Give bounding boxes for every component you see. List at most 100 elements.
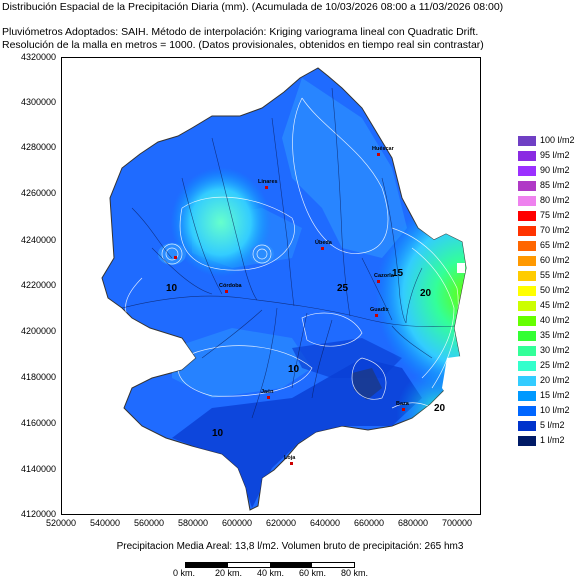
legend-label: 35 l/m2 bbox=[540, 330, 570, 340]
scale-bar bbox=[185, 562, 355, 568]
town-label: Loja bbox=[284, 455, 296, 461]
legend-item: 100 l/m2 bbox=[518, 135, 580, 146]
legend-swatch bbox=[518, 166, 536, 176]
x-tick-label: 660000 bbox=[353, 518, 385, 528]
y-tick-label: 4300000 bbox=[20, 97, 56, 107]
legend-swatch bbox=[518, 361, 536, 371]
precipitation-map: Huéscar Linares Úbeda Cazorla Córdoba Gu… bbox=[61, 57, 481, 515]
x-tick-label: 620000 bbox=[265, 518, 297, 528]
legend-swatch bbox=[518, 391, 536, 401]
legend-item: 50 l/m2 bbox=[518, 285, 580, 296]
legend-label: 95 l/m2 bbox=[540, 150, 570, 160]
legend-swatch bbox=[518, 346, 536, 356]
legend-swatch bbox=[518, 316, 536, 326]
y-tick-label: 4260000 bbox=[20, 188, 56, 198]
legend-item: 90 l/m2 bbox=[518, 165, 580, 176]
contour-label: 25 bbox=[337, 283, 349, 294]
legend-item: 55 l/m2 bbox=[518, 270, 580, 281]
legend-swatch bbox=[518, 436, 536, 446]
town-label: Linares bbox=[258, 179, 278, 185]
legend-label: 5 l/m2 bbox=[540, 420, 565, 430]
legend-swatch bbox=[518, 406, 536, 416]
contour-label: 10 bbox=[212, 428, 224, 439]
no-data-patches bbox=[442, 263, 466, 403]
y-tick-label: 4120000 bbox=[20, 509, 56, 519]
legend-item: 5 l/m2 bbox=[518, 420, 580, 431]
y-tick-label: 4160000 bbox=[20, 418, 56, 428]
legend-label: 40 l/m2 bbox=[540, 315, 570, 325]
legend-item: 70 l/m2 bbox=[518, 225, 580, 236]
x-tick-label: 580000 bbox=[177, 518, 209, 528]
legend-label: 90 l/m2 bbox=[540, 165, 570, 175]
x-tick-label: 520000 bbox=[45, 518, 77, 528]
legend-label: 80 l/m2 bbox=[540, 195, 570, 205]
legend-swatch bbox=[518, 181, 536, 191]
legend-swatch bbox=[518, 286, 536, 296]
legend-swatch bbox=[518, 226, 536, 236]
scale-label: 40 km. bbox=[257, 568, 285, 578]
x-tick-label: 640000 bbox=[309, 518, 341, 528]
y-tick-label: 4220000 bbox=[20, 280, 56, 290]
legend-item: 65 l/m2 bbox=[518, 240, 580, 251]
legend-label: 50 l/m2 bbox=[540, 285, 570, 295]
y-tick-label: 4240000 bbox=[20, 235, 56, 245]
town-markers bbox=[174, 153, 405, 465]
map-title: Distribución Espacial de la Precipitació… bbox=[2, 1, 504, 13]
town-label: Guadix bbox=[370, 307, 389, 313]
legend-swatch bbox=[518, 421, 536, 431]
x-tick-label: 600000 bbox=[221, 518, 253, 528]
legend-label: 45 l/m2 bbox=[540, 300, 570, 310]
contour-label: 10 bbox=[166, 283, 178, 294]
scale-label: 20 km. bbox=[215, 568, 243, 578]
y-tick-label: 4200000 bbox=[20, 326, 56, 336]
legend-label: 75 l/m2 bbox=[540, 210, 570, 220]
resolution-line: Resolución de la malla en metros = 1000.… bbox=[2, 39, 484, 51]
legend-label: 65 l/m2 bbox=[540, 240, 570, 250]
legend-label: 85 l/m2 bbox=[540, 180, 570, 190]
legend-swatch bbox=[518, 196, 536, 206]
areal-precipitation-summary: Precipitacion Media Areal: 13,8 l/m2. Vo… bbox=[116, 541, 464, 552]
contour-label: 20 bbox=[420, 288, 432, 299]
scale-label: 80 km. bbox=[341, 568, 369, 578]
legend-label: 100 l/m2 bbox=[540, 135, 575, 145]
y-tick-label: 4280000 bbox=[20, 142, 56, 152]
x-tick-label: 680000 bbox=[397, 518, 429, 528]
town-label: Córdoba bbox=[219, 283, 242, 289]
legend-item: 75 l/m2 bbox=[518, 210, 580, 221]
legend-item: 45 l/m2 bbox=[518, 300, 580, 311]
legend-label: 55 l/m2 bbox=[540, 270, 570, 280]
legend-item: 25 l/m2 bbox=[518, 360, 580, 371]
x-tick-label: 560000 bbox=[133, 518, 165, 528]
legend-swatch bbox=[518, 271, 536, 281]
y-tick-label: 4140000 bbox=[20, 464, 56, 474]
legend-item: 60 l/m2 bbox=[518, 255, 580, 266]
legend-label: 25 l/m2 bbox=[540, 360, 570, 370]
legend-swatch bbox=[518, 376, 536, 386]
x-tick-label: 540000 bbox=[89, 518, 121, 528]
method-line: Pluviómetros Adoptados: SAIH. Método de … bbox=[2, 26, 479, 38]
legend-swatch bbox=[518, 331, 536, 341]
town-label: Cazorla bbox=[374, 273, 394, 279]
legend-swatch bbox=[518, 136, 536, 146]
legend-item: 35 l/m2 bbox=[518, 330, 580, 341]
scale-label: 0 km. bbox=[173, 568, 196, 578]
legend-swatch bbox=[518, 151, 536, 161]
legend-swatch bbox=[518, 241, 536, 251]
legend-label: 60 l/m2 bbox=[540, 255, 570, 265]
town-label: Huéscar bbox=[372, 146, 394, 152]
x-tick-label: 700000 bbox=[441, 518, 473, 528]
legend-item: 40 l/m2 bbox=[518, 315, 580, 326]
basin-map-graphic bbox=[101, 67, 467, 511]
y-tick-label: 4180000 bbox=[20, 372, 56, 382]
legend-label: 30 l/m2 bbox=[540, 345, 570, 355]
contour-label: 10 bbox=[288, 364, 300, 375]
legend-item: 10 l/m2 bbox=[518, 405, 580, 416]
contour-label: 15 bbox=[392, 268, 404, 279]
legend-item: 1 l/m2 bbox=[518, 435, 580, 446]
contour-label: 20 bbox=[434, 403, 446, 414]
legend-label: 70 l/m2 bbox=[540, 225, 570, 235]
town-label: Jaén bbox=[261, 389, 274, 395]
scale-label: 60 km. bbox=[299, 568, 327, 578]
town-label: Baza bbox=[396, 401, 409, 407]
legend-label: 15 l/m2 bbox=[540, 390, 570, 400]
